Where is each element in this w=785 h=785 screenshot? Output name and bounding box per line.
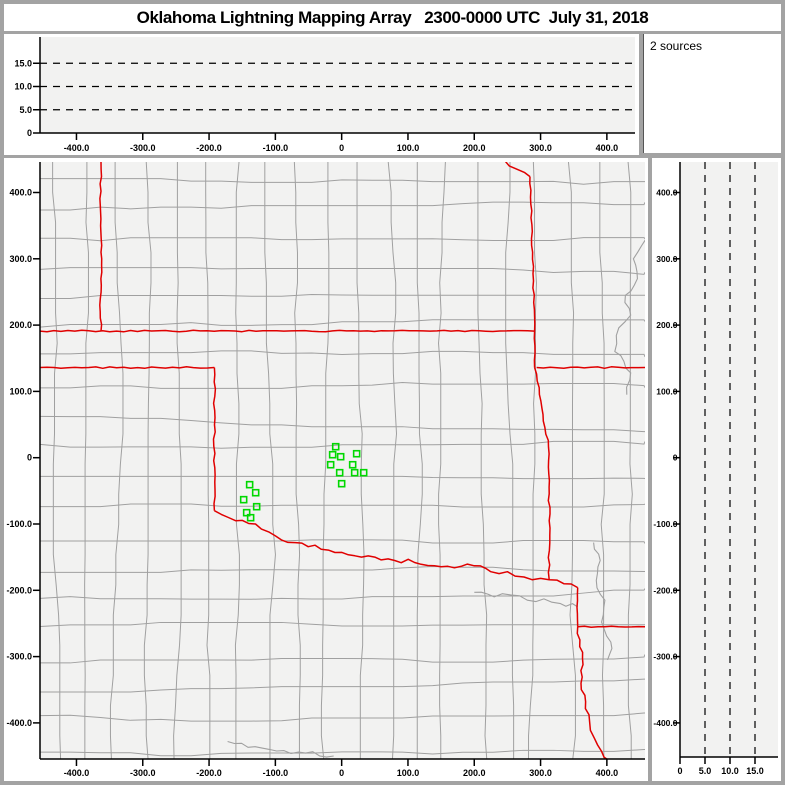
x-tick-label: -100.0	[263, 143, 289, 153]
station-marker	[335, 468, 344, 477]
y-tick-label: -200.0	[653, 585, 677, 595]
window-title-bar: Oklahoma Lightning Mapping Array 2300-00…	[4, 4, 781, 31]
x-tick-label: 300.0	[529, 768, 552, 778]
station-marker	[328, 450, 337, 459]
state-border-line	[576, 587, 579, 627]
y-tick-label: -400.0	[6, 718, 32, 728]
x-tick-label: 300.0	[529, 143, 552, 153]
x-tick-label: 0	[339, 768, 344, 778]
y-tick-label: 400.0	[656, 187, 678, 197]
river-line	[474, 591, 578, 608]
station-marker	[350, 468, 359, 477]
altitude-tick-label: 0	[27, 128, 32, 138]
y-tick-label: 400.0	[9, 187, 32, 197]
sources-count-label: 2 sources	[650, 39, 703, 53]
state-borders-layer	[40, 162, 645, 759]
altitude-tick-label: 10.0	[14, 82, 32, 92]
y-tick-label: 300.0	[9, 254, 32, 264]
altitude-ew-plot-area[interactable]	[40, 37, 635, 133]
altitude-tick-label: 10.0	[721, 766, 739, 776]
altitude-tick-label: 15.0	[746, 766, 764, 776]
river-line	[227, 740, 334, 758]
x-tick-label: 200.0	[463, 143, 486, 153]
x-tick-label: -400.0	[64, 768, 90, 778]
state-border-line	[214, 510, 579, 589]
x-tick-label: 100.0	[397, 143, 420, 153]
x-tick-label: -200.0	[196, 143, 222, 153]
station-marker	[331, 442, 340, 451]
x-tick-label: -300.0	[130, 768, 156, 778]
x-tick-label: 0	[339, 143, 344, 153]
state-border-line	[536, 366, 645, 370]
station-marker	[352, 449, 361, 458]
x-tick-label: -300.0	[130, 143, 156, 153]
x-tick-label: 200.0	[463, 768, 486, 778]
x-tick-label: 100.0	[397, 768, 420, 778]
y-tick-label: 200.0	[9, 320, 32, 330]
y-tick-label: 0	[27, 453, 32, 463]
station-marker	[251, 488, 260, 497]
state-border-line	[99, 162, 103, 332]
station-marker	[246, 513, 255, 522]
altitude-tick-label: 5.0	[19, 105, 32, 115]
river-line	[593, 542, 613, 661]
y-tick-label: -100.0	[653, 519, 677, 529]
state-border-line	[40, 366, 215, 370]
station-marker	[239, 495, 248, 504]
station-marker	[245, 480, 254, 489]
station-marker	[252, 502, 261, 511]
altitude-ew-panel[interactable]: -400.0 -300.0 -200.0 -100.0 0 100.0 200.0 300.0…	[4, 34, 639, 155]
county-lines-layer	[40, 162, 645, 759]
state-border-line	[212, 367, 217, 511]
station-marker	[359, 468, 368, 477]
altitude-tick-label: 0	[677, 766, 682, 776]
station-marker	[242, 508, 251, 517]
station-marker	[348, 460, 357, 469]
plan-view-map-panel[interactable]: -400.0 -300.0 -200.0 -100.0 0 100.0 200.0 300.0…	[4, 158, 648, 781]
altitude-tick-label: 15.0	[14, 58, 32, 68]
x-tick-label: 400.0	[596, 768, 619, 778]
y-tick-label: 0	[673, 453, 678, 463]
y-tick-label: -200.0	[6, 585, 32, 595]
station-marker	[336, 452, 345, 461]
state-border-line	[40, 329, 535, 333]
y-tick-label: 200.0	[656, 320, 678, 330]
y-tick-label: -100.0	[6, 519, 32, 529]
altitude-ew-svg: -400.0 -300.0 -200.0 -100.0 0 100.0 200.0 300.0…	[14, 37, 635, 153]
window-title: Oklahoma Lightning Mapping Array 2300-00…	[136, 7, 649, 27]
x-tick-label: -100.0	[263, 768, 289, 778]
altitude-ns-svg: 400.0 300.0 200.0 100.0 0 -100.0 -200.0 -300.0 -…	[653, 162, 778, 776]
state-border-line	[504, 162, 531, 178]
x-tick-label: -400.0	[64, 143, 90, 153]
y-tick-label: -300.0	[653, 652, 677, 662]
state-border-line	[577, 625, 645, 629]
y-tick-label: -400.0	[653, 718, 677, 728]
state-border-line	[533, 367, 551, 580]
altitude-ns-panel[interactable]: 400.0 300.0 200.0 100.0 0 -100.0 -200.0 -300.0 -…	[652, 158, 781, 781]
plan-view-svg: -400.0 -300.0 -200.0 -100.0 0 100.0 200.0 300.0…	[6, 162, 645, 778]
station-marker	[326, 460, 335, 469]
altitude-ns-plot-area[interactable]	[680, 162, 778, 757]
x-tick-label: -200.0	[196, 768, 222, 778]
state-border-line	[529, 176, 536, 368]
station-marker	[337, 479, 346, 488]
altitude-tick-label: 5.0	[699, 766, 712, 776]
x-tick-label: 400.0	[596, 143, 619, 153]
y-tick-label: 300.0	[656, 254, 678, 264]
sources-count-box: 2 sources	[643, 34, 781, 153]
y-tick-label: 100.0	[9, 386, 32, 396]
y-tick-label: 100.0	[656, 386, 678, 396]
y-tick-label: -300.0	[6, 652, 32, 662]
station-markers-layer	[239, 442, 368, 522]
state-border-line	[576, 626, 609, 759]
